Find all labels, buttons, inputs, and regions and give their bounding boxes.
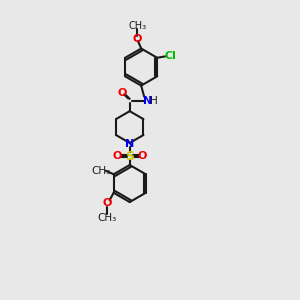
Text: O: O <box>103 198 112 208</box>
Text: CH₃: CH₃ <box>128 21 146 31</box>
Text: N: N <box>125 139 134 149</box>
Text: H: H <box>150 97 158 106</box>
Text: O: O <box>118 88 127 98</box>
Text: Cl: Cl <box>164 51 176 62</box>
Text: O: O <box>138 151 147 161</box>
Text: O: O <box>112 151 122 161</box>
Text: O: O <box>132 34 142 44</box>
Text: CH₃: CH₃ <box>92 166 111 176</box>
Text: S: S <box>125 150 134 163</box>
Text: CH₃: CH₃ <box>98 213 117 223</box>
Text: N: N <box>143 96 152 106</box>
